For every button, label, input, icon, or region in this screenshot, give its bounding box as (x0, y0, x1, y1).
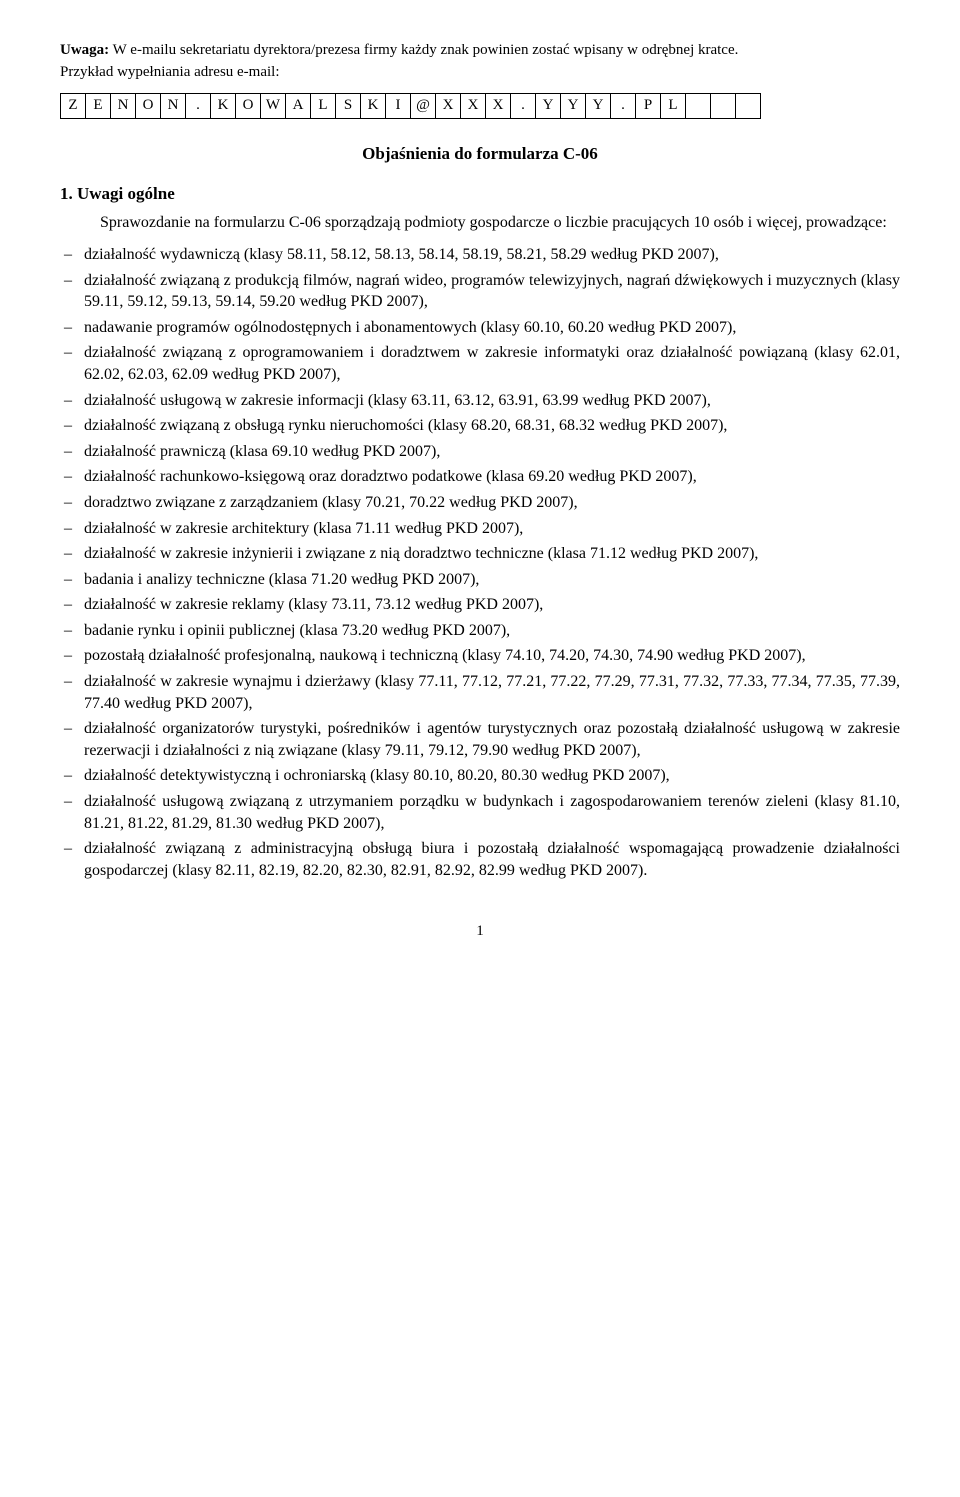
list-item: działalność związaną z administracyjną o… (60, 838, 900, 881)
email-box: L (660, 93, 686, 119)
email-box: E (85, 93, 111, 119)
list-item: działalność usługową związaną z utrzyman… (60, 791, 900, 834)
note-line-1: Uwaga: W e-mailu sekretariatu dyrektora/… (60, 40, 900, 60)
email-box: N (160, 93, 186, 119)
email-box (735, 93, 761, 119)
list-item: działalność związaną z obsługą rynku nie… (60, 415, 900, 437)
email-box: Y (535, 93, 561, 119)
section-1-intro: Sprawozdanie na formularzu C-06 sporządz… (60, 212, 900, 234)
note-line-2: Przykład wypełniania adresu e-mail: (60, 62, 900, 82)
activities-list: działalność wydawniczą (klasy 58.11, 58.… (60, 244, 900, 881)
email-box: K (360, 93, 386, 119)
document-title: Objaśnienia do formularza C-06 (60, 143, 900, 166)
list-item: działalność detektywistyczną i ochroniar… (60, 765, 900, 787)
list-item: działalność w zakresie architektury (kla… (60, 518, 900, 540)
email-box: X (460, 93, 486, 119)
email-box: . (185, 93, 211, 119)
section-1-heading: 1. Uwagi ogólne (60, 183, 900, 206)
list-item: działalność w zakresie inżynierii i zwią… (60, 543, 900, 565)
email-box: X (435, 93, 461, 119)
email-box: P (635, 93, 661, 119)
email-box: O (135, 93, 161, 119)
email-box: @ (410, 93, 436, 119)
note-text: W e-mailu sekretariatu dyrektora/prezesa… (109, 42, 738, 58)
email-box (685, 93, 711, 119)
list-item: działalność usługową w zakresie informac… (60, 390, 900, 412)
list-item: doradztwo związane z zarządzaniem (klasy… (60, 492, 900, 514)
list-item: działalność wydawniczą (klasy 58.11, 58.… (60, 244, 900, 266)
list-item: badania i analizy techniczne (klasa 71.2… (60, 569, 900, 591)
list-item: działalność w zakresie wynajmu i dzierża… (60, 671, 900, 714)
list-item: badanie rynku i opinii publicznej (klasa… (60, 620, 900, 642)
email-box: L (310, 93, 336, 119)
page-number: 1 (60, 921, 900, 941)
list-item: działalność związaną z oprogramowaniem i… (60, 342, 900, 385)
list-item: nadawanie programów ogólnodostępnych i a… (60, 317, 900, 339)
email-box: W (260, 93, 286, 119)
email-box: S (335, 93, 361, 119)
email-box: Y (585, 93, 611, 119)
email-box: X (485, 93, 511, 119)
list-item: działalność organizatorów turystyki, poś… (60, 718, 900, 761)
email-box: K (210, 93, 236, 119)
email-box: N (110, 93, 136, 119)
email-box: Y (560, 93, 586, 119)
list-item: działalność związaną z produkcją filmów,… (60, 270, 900, 313)
list-item: działalność prawniczą (klasa 69.10 wedłu… (60, 441, 900, 463)
list-item: pozostałą działalność profesjonalną, nau… (60, 645, 900, 667)
list-item: działalność rachunkowo-księgową oraz dor… (60, 466, 900, 488)
email-box: Z (60, 93, 86, 119)
note-label: Uwaga: (60, 42, 109, 58)
email-boxes-row: ZENON.KOWALSKI@XXX.YYY.PL (60, 93, 900, 119)
list-item: działalność w zakresie reklamy (klasy 73… (60, 594, 900, 616)
email-box: . (510, 93, 536, 119)
email-box: A (285, 93, 311, 119)
email-box: O (235, 93, 261, 119)
email-box: . (610, 93, 636, 119)
email-box (710, 93, 736, 119)
email-box: I (385, 93, 411, 119)
